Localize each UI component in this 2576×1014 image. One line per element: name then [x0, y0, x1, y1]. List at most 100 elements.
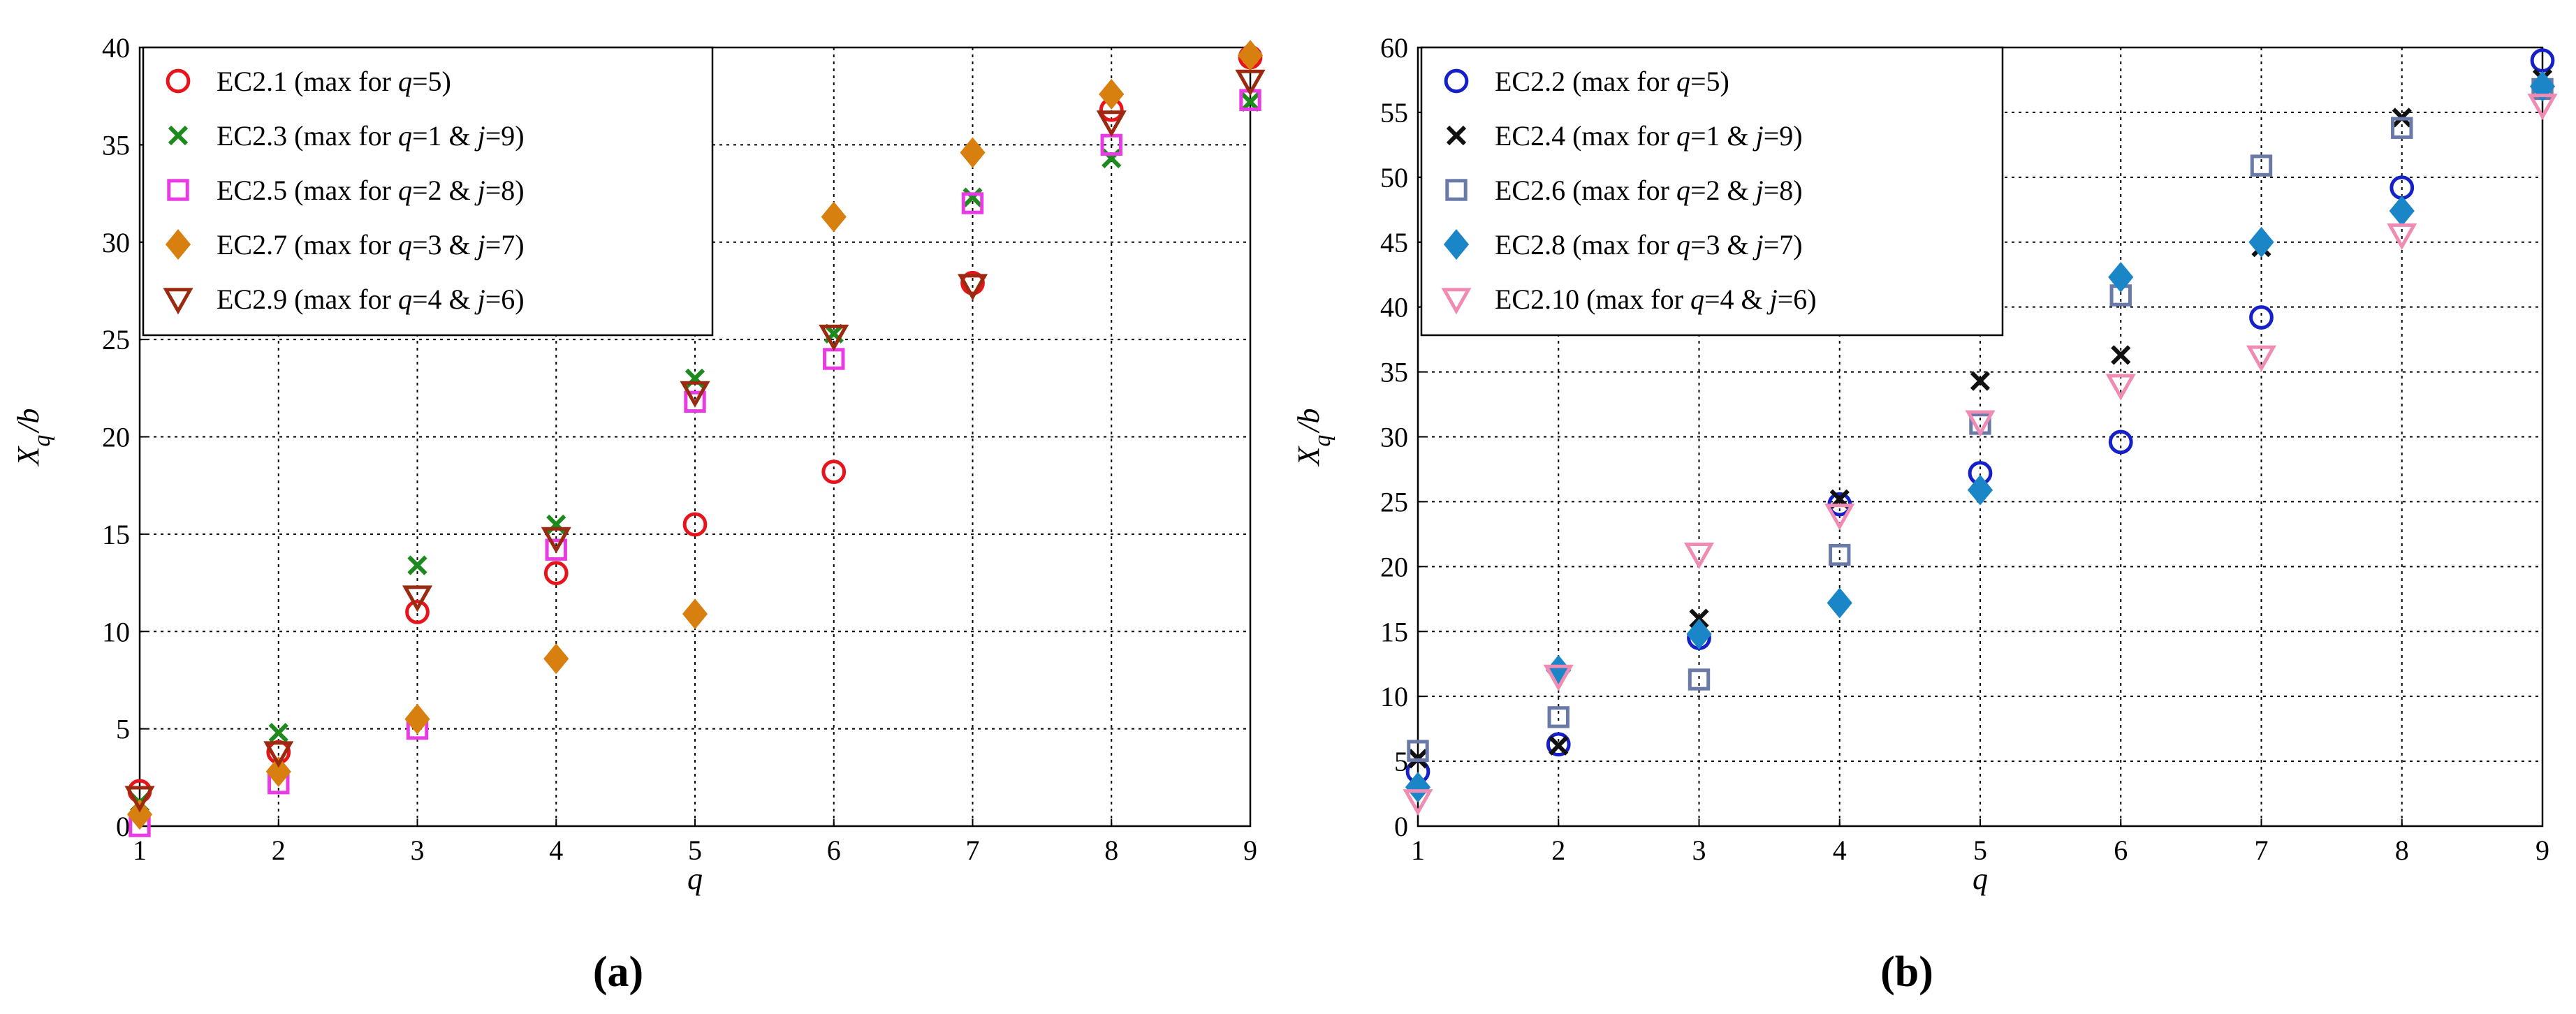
x-tick-label: 7 — [966, 835, 980, 866]
legend-box — [1420, 46, 2004, 337]
data-point — [407, 555, 427, 575]
y-axis-label: Xq/b — [1291, 408, 1335, 466]
data-point — [1549, 735, 1569, 756]
data-point — [1403, 789, 1433, 816]
data-point — [1543, 664, 1574, 691]
legend-entry: EC2.3 (max for q=1 & j=9) — [168, 120, 525, 152]
legend-label: EC2.7 (max for q=3 & j=7) — [217, 229, 525, 260]
data-point — [960, 137, 986, 168]
x-tick-label: 2 — [1551, 835, 1565, 866]
data-point — [957, 274, 988, 301]
data-point — [541, 527, 571, 554]
legend-label: EC2.8 (max for q=3 & j=7) — [1495, 229, 1803, 260]
data-point — [1967, 474, 1993, 506]
legend-label: EC2.4 (max for q=1 & j=9) — [1495, 120, 1803, 152]
data-point — [1546, 732, 1571, 757]
data-point — [1099, 78, 1125, 110]
y-tick-label: 15 — [1380, 616, 1408, 647]
data-point — [404, 703, 430, 735]
data-point — [1827, 587, 1852, 619]
data-point — [1686, 618, 1712, 649]
x-tick-label: 4 — [549, 835, 563, 866]
grid-lines — [1418, 47, 2542, 826]
data-point — [2529, 71, 2556, 102]
y-tick-label: 0 — [1394, 811, 1408, 842]
y-tick-label: 20 — [102, 422, 130, 453]
x-tick-label: 2 — [272, 835, 286, 866]
y-tick-label: 25 — [102, 324, 130, 355]
legend-entry: EC2.7 (max for q=3 & j=7) — [165, 229, 525, 260]
data-point — [263, 741, 294, 768]
legend-entry: EC2.6 (max for q=2 & j=8) — [1445, 175, 1803, 206]
data-point — [2389, 196, 2415, 227]
y-tick-label: 30 — [1380, 422, 1408, 453]
data-point — [2249, 305, 2274, 330]
legend-label: EC2.5 (max for q=2 & j=8) — [217, 175, 525, 206]
y-tick-label: 45 — [1380, 227, 1408, 258]
x-tick-label: 8 — [1104, 835, 1118, 866]
legend-entry: EC2.9 (max for q=4 & j=6) — [163, 284, 525, 315]
x-axis-label: q — [687, 862, 703, 896]
y-tick-label: 40 — [1380, 292, 1408, 323]
legend: EC2.1 (max for q=5) EC2.3 (max for q=1 & … — [142, 46, 714, 337]
legend-marker — [165, 229, 191, 260]
x-tick-label: 5 — [688, 835, 702, 866]
figure-caption: (a) — [593, 948, 643, 996]
data-point — [402, 585, 433, 612]
figure-caption: (b) — [1880, 948, 1933, 996]
data-point — [124, 786, 155, 813]
data-point — [821, 460, 847, 485]
data-point — [1096, 110, 1127, 138]
data-point — [821, 201, 847, 233]
y-tick-label: 5 — [116, 714, 130, 745]
x-axis-label: q — [1973, 862, 1988, 896]
series-EC2.9 — [124, 69, 1266, 813]
legend-marker — [168, 125, 189, 146]
series-EC2.7 — [126, 40, 1264, 830]
data-point — [2387, 223, 2417, 250]
y-tick-label: 60 — [1380, 32, 1408, 64]
legend-entry: EC2.1 (max for q=5) — [166, 66, 451, 97]
series-EC2.10 — [1403, 94, 2558, 816]
x-tick-label: 5 — [1973, 835, 1987, 866]
chart-a: 1 2 3 4 5 6 7 8 9 0 5 10 15 20 25 30 35 40 q Xq/b EC2.1 (max… — [11, 32, 1266, 996]
legend-label: EC2.3 (max for q=1 & j=9) — [217, 120, 525, 152]
y-axis-label: Xq/b — [11, 408, 55, 466]
data-point — [265, 756, 291, 787]
legend-label: EC2.10 (max for q=4 & j=6) — [1495, 284, 1817, 315]
data-point — [2111, 345, 2131, 365]
y-tick-label: 40 — [102, 32, 130, 64]
data-point — [1407, 740, 1429, 762]
data-point — [2246, 345, 2277, 372]
legend-entry: EC2.5 (max for q=2 & j=8) — [167, 175, 525, 206]
y-tick-label: 35 — [102, 129, 130, 161]
data-point — [1824, 504, 1855, 531]
legend-entry: EC2.2 (max for q=5) — [1444, 66, 1729, 97]
data-point — [1965, 410, 1996, 437]
x-tick-label: 9 — [2535, 835, 2549, 866]
x-tick-label: 1 — [133, 835, 147, 866]
y-tick-label: 0 — [116, 811, 130, 842]
data-point — [1405, 772, 1431, 803]
x-tick-label: 6 — [2114, 835, 2128, 866]
data-point — [682, 598, 708, 630]
data-point — [819, 324, 849, 351]
legend-entry: EC2.10 (max for q=4 & j=6) — [1441, 284, 1817, 315]
legend-marker — [1444, 68, 1469, 94]
data-point — [684, 390, 706, 413]
x-tick-label: 3 — [1692, 835, 1706, 866]
x-tick-label: 3 — [411, 835, 425, 866]
data-point — [545, 538, 567, 561]
data-point — [1235, 69, 1266, 96]
data-point — [2530, 48, 2555, 73]
legend-entry: EC2.4 (max for q=1 & j=9) — [1446, 120, 1803, 152]
legend-label: EC2.9 (max for q=4 & j=6) — [217, 284, 525, 315]
y-tick-label: 5 — [1394, 746, 1408, 777]
y-tick-label: 30 — [102, 227, 130, 258]
x-tick-label: 8 — [2395, 835, 2409, 866]
data-point — [405, 599, 430, 624]
data-point — [2250, 154, 2273, 177]
y-tick-label: 10 — [102, 616, 130, 647]
x-tick-label: 6 — [827, 835, 841, 866]
